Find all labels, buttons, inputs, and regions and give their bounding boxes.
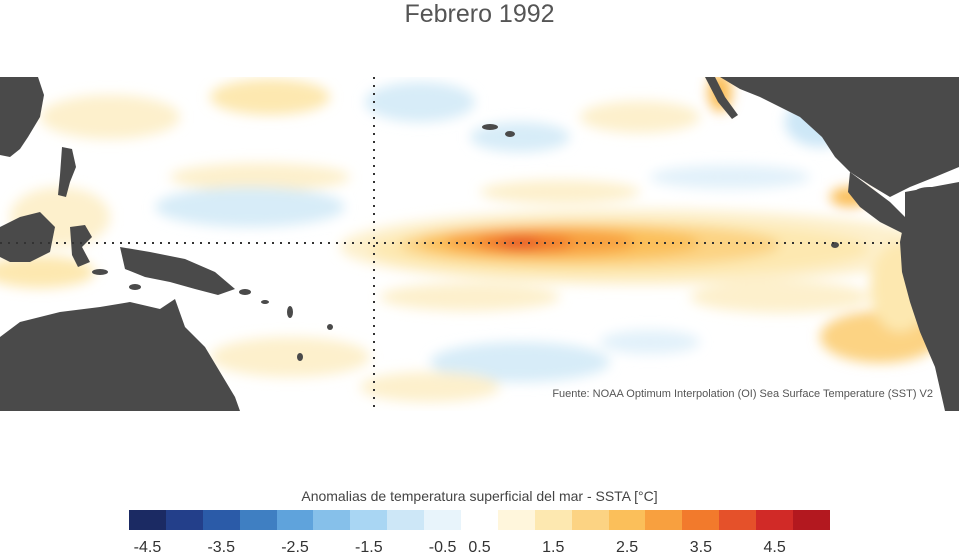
colorbar-bin xyxy=(129,510,166,530)
colorbar-bin xyxy=(350,510,388,530)
map-canvas xyxy=(0,77,959,411)
data-source-caption: Fuente: NOAA Optimum Interpolation (OI) … xyxy=(552,388,933,400)
land-borneo xyxy=(0,212,55,262)
colorbar-bin xyxy=(313,510,351,530)
colorbar-tick-label: 3.5 xyxy=(689,539,712,556)
colorbar-bin xyxy=(165,510,203,530)
colorbar-bin xyxy=(645,510,683,530)
colorbar-tick-label: -4.5 xyxy=(133,539,162,556)
colorbar-bin xyxy=(534,510,572,530)
colorbar-tick-label: -1.5 xyxy=(355,539,383,556)
colorbar-bin xyxy=(719,510,757,530)
sst-anomaly-map xyxy=(0,77,959,411)
colorbar-tick-label: -0.5 xyxy=(428,539,457,556)
colorbar-tick-label: 1.5 xyxy=(542,539,565,556)
colorbar-bin xyxy=(276,510,314,530)
map-title: Febrero 1992 xyxy=(404,0,555,28)
land-australia xyxy=(0,299,240,411)
colorbar-bin xyxy=(239,510,277,530)
colorbar-bin xyxy=(497,510,535,530)
anomaly-field xyxy=(0,77,940,402)
colorbar-bin xyxy=(608,510,646,530)
colorbar-bin xyxy=(387,510,425,530)
land-new-guinea xyxy=(120,247,235,295)
colorbar-title: Anomalias de temperatura superficial del… xyxy=(301,488,658,504)
land-asia xyxy=(0,77,44,157)
colorbar-bin xyxy=(571,510,609,530)
colorbar-tick-label: -3.5 xyxy=(207,539,236,556)
colorbar-bin xyxy=(793,510,830,530)
colorbar-bin xyxy=(461,510,498,530)
colorbar-bin xyxy=(424,510,462,530)
colorbar-tick-label: 2.5 xyxy=(615,539,639,556)
land-baja xyxy=(705,77,738,119)
land-masses xyxy=(0,77,959,411)
reference-lines xyxy=(0,77,900,411)
land-south-america xyxy=(900,182,959,411)
colorbar-bin xyxy=(202,510,240,530)
colorbar-bin xyxy=(756,510,794,530)
colorbar xyxy=(129,510,830,530)
land-north-america xyxy=(720,77,959,197)
colorbar-bin xyxy=(682,510,720,530)
colorbar-tick-label: -2.5 xyxy=(281,539,309,556)
land-philippines xyxy=(58,147,76,197)
colorbar-tick-label: 4.5 xyxy=(763,539,786,556)
land-sulawesi xyxy=(70,225,92,267)
colorbar-tick-label: 0.5 xyxy=(468,539,491,556)
